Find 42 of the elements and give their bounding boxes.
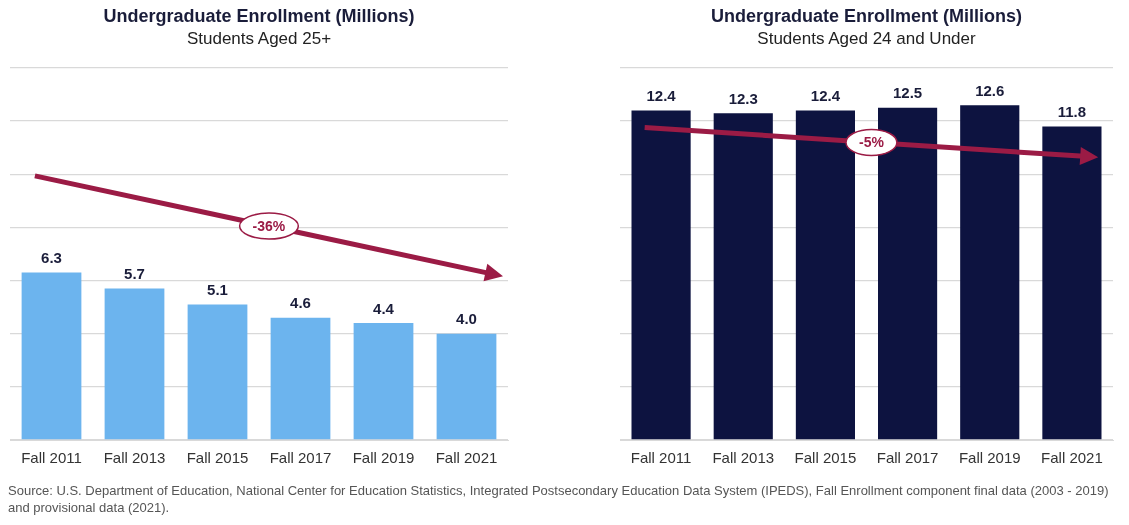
x-tick-label: Fall 2013 bbox=[712, 449, 775, 467]
x-tick-label: Fall 2019 bbox=[352, 449, 415, 467]
data-label: 5.1 bbox=[207, 281, 228, 299]
x-tick-label: Fall 2017 bbox=[876, 449, 939, 467]
chart-subtitle: Students Aged 25+ bbox=[186, 29, 332, 49]
data-label: 12.3 bbox=[728, 89, 758, 107]
x-tick-label: Fall 2021 bbox=[435, 449, 498, 467]
x-tick-label: Fall 2011 bbox=[21, 449, 82, 467]
x-tick-label: Fall 2013 bbox=[103, 449, 166, 467]
bar bbox=[795, 110, 855, 440]
bar bbox=[960, 105, 1020, 440]
bar bbox=[270, 317, 331, 440]
x-tick-label: Fall 2015 bbox=[186, 449, 249, 467]
source-note: Source: U.S. Department of Education, National Center for Education Statistics, Integrated Postsecondary Education Data System (IPEDS), Fall Enrollment component final data (2003 - 2019) and provisional data (2021). bbox=[8, 482, 1110, 516]
annotation: -5% bbox=[858, 134, 885, 151]
data-label: 12.4 bbox=[810, 87, 841, 105]
data-label: 4.0 bbox=[456, 310, 477, 328]
x-tick-label: Fall 2011 bbox=[630, 449, 692, 467]
x-tick-label: Fall 2021 bbox=[1041, 449, 1103, 467]
x-tick-label: Fall 2019 bbox=[958, 449, 1021, 467]
data-label: 4.4 bbox=[373, 299, 395, 317]
bar bbox=[631, 110, 691, 440]
data-label: 5.7 bbox=[124, 265, 145, 283]
bar bbox=[104, 288, 165, 440]
annotation: -36% bbox=[252, 217, 286, 234]
bar bbox=[713, 113, 773, 440]
data-label: 4.6 bbox=[290, 294, 311, 312]
data-label: 12.5 bbox=[892, 84, 923, 102]
bar bbox=[187, 304, 248, 440]
data-label: 12.6 bbox=[975, 81, 1005, 99]
x-tick-label: Fall 2017 bbox=[269, 449, 332, 467]
bar bbox=[21, 272, 82, 440]
chart-subtitle: Students Aged 24 and Under bbox=[757, 29, 976, 49]
bar bbox=[1042, 126, 1102, 440]
data-label: 6.3 bbox=[41, 249, 62, 267]
x-tick-label: Fall 2015 bbox=[794, 449, 857, 467]
bar bbox=[353, 323, 414, 440]
chart-title: Undergraduate Enrollment (Millions) bbox=[710, 5, 1023, 26]
data-label: 12.4 bbox=[646, 87, 677, 105]
data-label: 11.8 bbox=[1057, 103, 1087, 121]
chart-title: Undergraduate Enrollment (Millions) bbox=[103, 5, 415, 26]
bar bbox=[436, 333, 497, 440]
